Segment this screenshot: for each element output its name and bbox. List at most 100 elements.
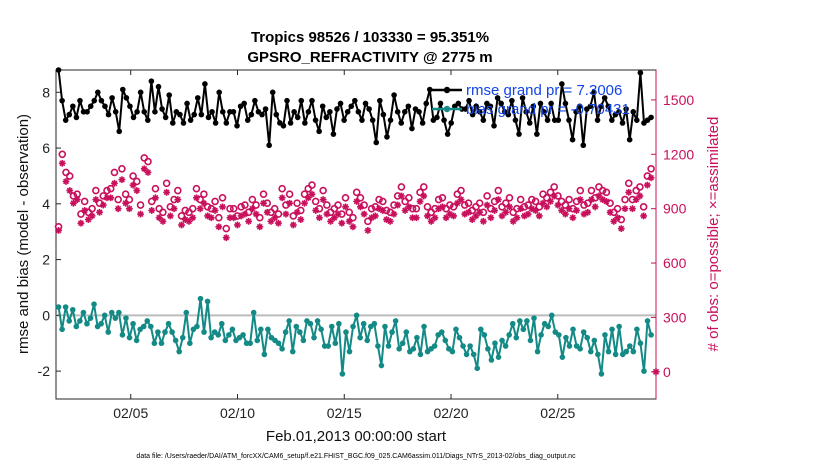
rmse-point (70, 103, 76, 110)
rmse-point (391, 92, 397, 98)
possible-point (255, 213, 264, 222)
bias-point (534, 348, 541, 355)
assimilated-point (122, 199, 130, 207)
possible-point (464, 199, 473, 208)
rmse-point (405, 103, 412, 110)
assimilated-point (345, 217, 353, 225)
rmse-point (309, 97, 315, 104)
assimilated-point (357, 203, 364, 211)
possible-point (114, 195, 122, 204)
bias-point (116, 309, 122, 316)
rmse-point (398, 120, 405, 126)
rmse-point (305, 109, 312, 115)
rmse-point (619, 120, 626, 126)
bias-point (208, 334, 214, 341)
assimilated-point (66, 187, 74, 194)
possible-point (222, 224, 231, 233)
possible-point (587, 186, 596, 195)
assimilated-point (316, 214, 323, 222)
rmse-point (102, 103, 108, 110)
bias-point (108, 309, 115, 316)
possible-point (460, 201, 469, 209)
possible-point (550, 183, 558, 191)
rmse-point (437, 100, 444, 107)
assimilated-point (323, 210, 331, 218)
rmse-point (223, 120, 230, 126)
assimilated-point (569, 214, 577, 222)
bias-point (84, 320, 90, 327)
assimilated-point (524, 210, 532, 218)
bias-point (556, 332, 562, 338)
rmse-point (98, 97, 105, 104)
possible-point (289, 212, 298, 220)
assimilated-point (133, 187, 141, 194)
bias-point (204, 298, 211, 305)
bias-point (300, 337, 307, 344)
possible-point (501, 199, 510, 208)
rmse-point (401, 109, 408, 115)
possible-point (352, 188, 361, 197)
possible-point (211, 197, 219, 206)
assimilated-point (252, 210, 260, 218)
rmse-point (519, 95, 526, 101)
possible-point (475, 199, 484, 208)
rmse-point (91, 97, 98, 104)
assimilated-point (178, 221, 185, 229)
rmse-point (369, 117, 376, 123)
assimilated-point (353, 198, 361, 205)
bias-point (609, 326, 615, 333)
assimilated-point (614, 214, 621, 222)
bias-point (509, 320, 516, 327)
rmse-point (287, 120, 294, 126)
bias-point (87, 315, 94, 321)
rmse-point (184, 100, 190, 107)
assimilated-point (58, 159, 66, 167)
bias-point (258, 326, 264, 333)
bias-point (506, 332, 512, 338)
possible-point (125, 195, 134, 204)
rmse-point (269, 89, 276, 96)
bias-point (201, 329, 207, 335)
rmse-point (244, 117, 251, 123)
possible-point (412, 204, 421, 213)
x-axis-label: Feb.01,2013 00:00:00 start (266, 428, 447, 445)
y-left-tick-label: 8 (42, 84, 50, 100)
assimilated-point (554, 201, 562, 209)
assimilated-point (457, 196, 465, 204)
bias-point (414, 334, 420, 341)
assimilated-point (565, 205, 573, 213)
assimilated-point (222, 234, 230, 242)
bias-point (307, 320, 314, 327)
assimilated-point (230, 214, 238, 222)
assimilated-point (88, 212, 96, 220)
assimilated-point (349, 223, 357, 231)
rmse-point (591, 89, 597, 96)
bias-point (648, 332, 654, 338)
rmse-point (594, 117, 601, 123)
bias-point (247, 340, 253, 347)
y-left-tick-label: 2 (42, 252, 50, 268)
rmse-point (491, 122, 497, 129)
possible-point (602, 188, 611, 197)
bias-point (101, 312, 108, 319)
y-left-axis-label: rmse and bias (model - observation) (15, 114, 32, 354)
bias-point (350, 323, 356, 330)
assimilated-point (629, 205, 636, 213)
bias-point (431, 343, 438, 349)
y-right-tick-label: 1200 (663, 146, 694, 162)
possible-point (583, 199, 592, 208)
y-right-tick-label: 0 (663, 364, 671, 380)
bias-point (563, 334, 569, 341)
possible-point (516, 195, 525, 204)
bias-point (421, 323, 427, 330)
bias-point (360, 320, 367, 327)
rmse-point (616, 109, 622, 115)
assimilated-point (144, 169, 152, 176)
assimilated-point (319, 196, 327, 204)
rmse-point (134, 109, 140, 115)
bias-point (570, 326, 576, 333)
possible-point (274, 210, 283, 218)
x-ticks: 02/05 02/10 02/15 02/20 02/25 (113, 70, 576, 421)
possible-point (159, 208, 167, 217)
rmse-point (359, 117, 365, 123)
